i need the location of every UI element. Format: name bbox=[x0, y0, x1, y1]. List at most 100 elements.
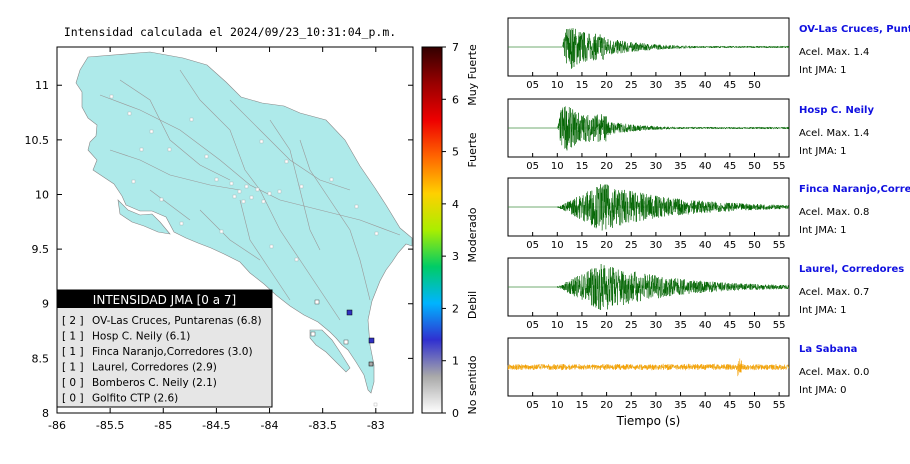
waveform-tick-label: 20 bbox=[600, 400, 613, 411]
waveform-tick-label: 35 bbox=[674, 240, 687, 251]
map-x-tick-label: -84 bbox=[261, 419, 279, 432]
peak-acceleration: Acel. Max. 1.4 bbox=[799, 128, 869, 139]
colorbar-tick-label: 1 bbox=[452, 355, 459, 368]
jma-intensity: Int JMA: 1 bbox=[799, 65, 847, 76]
jma-intensity: Int JMA: 1 bbox=[799, 225, 847, 236]
waveform-tick-label: 20 bbox=[600, 80, 613, 91]
legend-item-label: OV-Las Cruces, Puntarenas (6.8) bbox=[92, 315, 262, 327]
legend-item-label: Finca Naranjo,Corredores (3.0) bbox=[92, 346, 253, 358]
waveform-tick-label: 20 bbox=[600, 240, 613, 251]
map-y-tick-label: 8 bbox=[42, 407, 49, 420]
waveform-tick-label: 15 bbox=[576, 161, 589, 172]
peak-acceleration: Acel. Max. 1.4 bbox=[799, 47, 869, 58]
station-name: Laurel, Corredores bbox=[799, 264, 904, 275]
legend-header bbox=[57, 290, 272, 308]
station-hosp-neily bbox=[368, 337, 375, 344]
legend-item-jma: [ 1 ] bbox=[62, 331, 84, 343]
waveform-tick-label: 05 bbox=[526, 400, 539, 411]
waveform-tick-label: 30 bbox=[650, 240, 663, 251]
waveform-tick-label: 25 bbox=[625, 80, 638, 91]
waveform-tick-label: 10 bbox=[551, 161, 564, 172]
colorbar-scale bbox=[421, 46, 443, 414]
waveform-trace bbox=[507, 358, 790, 377]
colorbar-tick-label: 4 bbox=[452, 198, 459, 211]
waveform-tick-label: 15 bbox=[576, 320, 589, 331]
waveform-tick-label: 55 bbox=[773, 161, 786, 172]
waveform-tick-label: 20 bbox=[600, 161, 613, 172]
nicoya-detail bbox=[117, 199, 171, 235]
map-x-tick-label: -86 bbox=[48, 419, 66, 432]
waveform-tick-label: 45 bbox=[723, 240, 736, 251]
legend-item-jma: [ 0 ] bbox=[62, 393, 84, 405]
jma-intensity: Int JMA: 1 bbox=[799, 146, 847, 157]
station-ov-las-cruces bbox=[346, 309, 353, 316]
waveform-tick-label: 50 bbox=[748, 400, 761, 411]
land-area bbox=[75, 51, 413, 394]
legend-title: INTENSIDAD JMA [0 a 7] bbox=[93, 293, 236, 307]
waveform-tick-label: 50 bbox=[748, 240, 761, 251]
legend-item-jma: [ 1 ] bbox=[62, 362, 84, 374]
waveform-tick-label: 50 bbox=[748, 161, 761, 172]
colorbar-tick-label: 7 bbox=[452, 41, 459, 54]
waveform-tick-label: 50 bbox=[748, 320, 761, 331]
waveform-tick-label: 10 bbox=[551, 400, 564, 411]
jma-colorbar: 0 1 2 3 4 5 6 7 No sentido Debil Moderado Fuerte Muy… bbox=[421, 41, 479, 420]
waveform-tick-label: 35 bbox=[674, 80, 687, 91]
waveform-tick-label: 05 bbox=[526, 80, 539, 91]
waveform-tick-label: 45 bbox=[723, 80, 736, 91]
colorbar-category-label: Debil bbox=[466, 291, 479, 319]
map-y-tick-label: 8.5 bbox=[32, 352, 50, 365]
waveform-tick-label: 15 bbox=[576, 400, 589, 411]
map-y-tick-label: 11 bbox=[35, 79, 49, 92]
waveform-tick-label: 55 bbox=[773, 320, 786, 331]
map-y-tick-label: 9.5 bbox=[32, 243, 50, 256]
intensity-legend: INTENSIDAD JMA [0 a 7] [ 2 ] OV-Las Cruce… bbox=[56, 289, 273, 408]
colorbar-tick-label: 0 bbox=[452, 407, 459, 420]
legend-item-label: Golfito CTP (2.6) bbox=[92, 393, 178, 405]
colorbar-tick-label: 2 bbox=[452, 302, 459, 315]
legend-item-jma: [ 1 ] bbox=[62, 346, 84, 358]
jma-intensity: Int JMA: 1 bbox=[799, 305, 847, 316]
waveform-tick-label: 40 bbox=[699, 161, 712, 172]
map-title: Intensidad calculada el 2024/09/23_10:31… bbox=[64, 25, 396, 39]
waveform-tick-label: 10 bbox=[551, 80, 564, 91]
waveform-tick-label: 30 bbox=[650, 320, 663, 331]
waveform-tick-label: 40 bbox=[699, 240, 712, 251]
waveform-tick-label: 10 bbox=[551, 320, 564, 331]
legend-item-label: Hosp C. Neily (6.1) bbox=[92, 331, 190, 343]
waveform-tick-label: 55 bbox=[773, 400, 786, 411]
waveform-trace bbox=[508, 184, 790, 231]
waveform-tick-label: 25 bbox=[625, 320, 638, 331]
colorbar-category-label: Moderado bbox=[466, 207, 479, 262]
map-y-tick-label: 10 bbox=[35, 188, 49, 201]
legend-item-label: Bomberos C. Neily (2.1) bbox=[92, 377, 217, 389]
legend-item-jma: [ 0 ] bbox=[62, 377, 84, 389]
waveform-tick-label: 30 bbox=[650, 400, 663, 411]
waveform-tick-label: 15 bbox=[576, 80, 589, 91]
colorbar-category-label: Fuerte bbox=[466, 132, 479, 167]
waveform-tick-label: 40 bbox=[699, 400, 712, 411]
map-x-tick-label: -83.5 bbox=[308, 419, 336, 432]
waveform-trace bbox=[508, 263, 790, 311]
waveform-tick-label: 05 bbox=[526, 320, 539, 331]
map-x-tick-label: -85 bbox=[154, 419, 172, 432]
waveform-tick-label: 40 bbox=[699, 320, 712, 331]
waveform-tick-label: 30 bbox=[650, 161, 663, 172]
colorbar-tick-label: 6 bbox=[452, 93, 459, 106]
legend-box bbox=[56, 289, 273, 408]
waveform-tick-label: 35 bbox=[674, 400, 687, 411]
waveform-tick-label: 25 bbox=[625, 161, 638, 172]
waveform-tick-label: 15 bbox=[576, 240, 589, 251]
map-y-tick-label: 9 bbox=[42, 298, 49, 311]
waveform-tick-label: 35 bbox=[674, 161, 687, 172]
road-network bbox=[99, 69, 401, 321]
station-name: Hosp C. Neily bbox=[799, 105, 874, 116]
map-x-tick-label: -83 bbox=[367, 419, 385, 432]
colorbar-category-label: No sentido bbox=[466, 355, 479, 414]
waveform-tick-label: 55 bbox=[773, 240, 786, 251]
peak-acceleration: Acel. Max. 0.8 bbox=[799, 207, 869, 218]
colorbar-category-label: Muy Fuerte bbox=[466, 44, 479, 106]
map-x-tick-label: -84.5 bbox=[202, 419, 230, 432]
